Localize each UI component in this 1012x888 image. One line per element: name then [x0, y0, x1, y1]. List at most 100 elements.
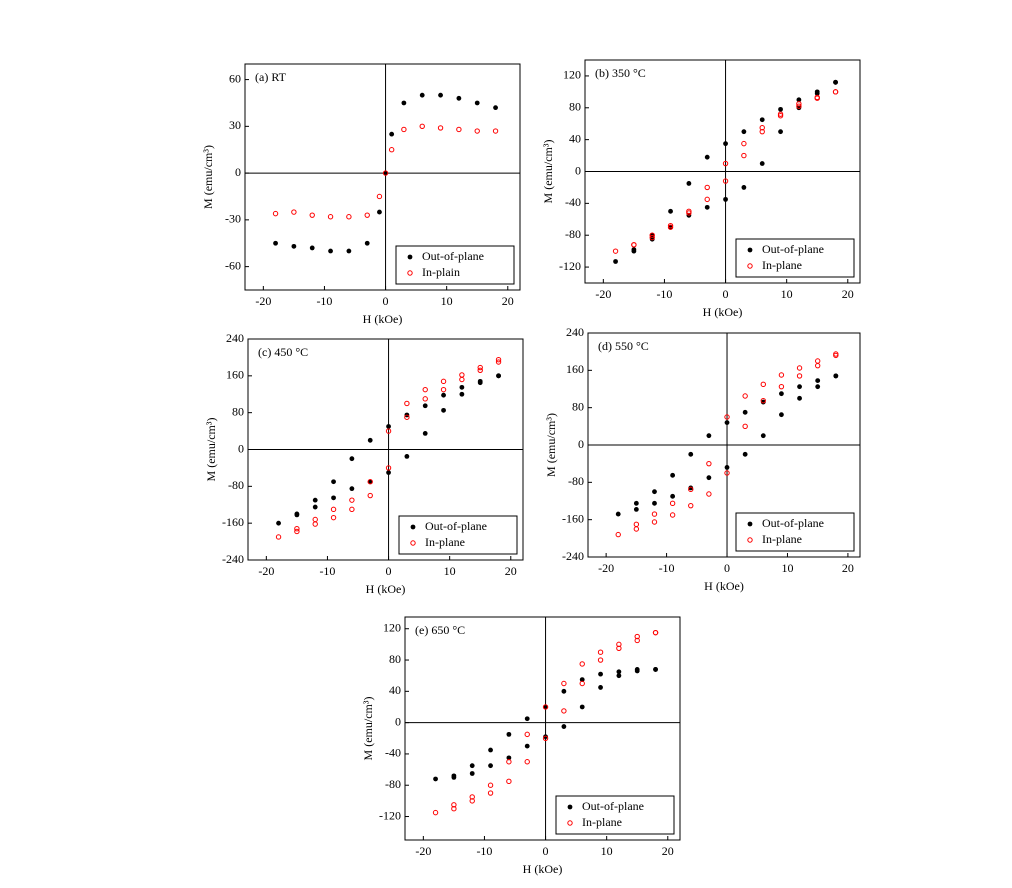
data-point [724, 465, 730, 470]
data-point [597, 649, 604, 655]
data-point [422, 430, 428, 436]
data-point [668, 208, 673, 214]
data-point [598, 671, 603, 677]
data-point [294, 528, 300, 535]
data-point [706, 475, 712, 481]
data-point [401, 100, 407, 106]
data-point [797, 384, 802, 390]
data-point [747, 247, 753, 253]
data-point [815, 378, 821, 383]
data-point [723, 196, 728, 202]
data-point [651, 519, 658, 525]
data-point [778, 372, 785, 378]
x-tick-label: 10 [444, 564, 456, 578]
legend-label: In-plane [582, 815, 622, 829]
data-point [488, 763, 493, 769]
x-axis-label: H (kOe) [704, 579, 744, 593]
data-point [598, 685, 603, 690]
data-point [438, 92, 443, 98]
data-point [441, 407, 446, 413]
data-point [330, 514, 337, 521]
data-point [706, 491, 712, 497]
y-tick-label: 240 [566, 325, 584, 339]
data-point [469, 798, 475, 804]
data-point [407, 254, 413, 260]
data-point [440, 386, 447, 393]
data-point [688, 502, 694, 509]
data-point [579, 661, 585, 667]
x-tick-label: 10 [601, 844, 613, 858]
data-point [686, 181, 692, 186]
plot-frame [404, 616, 681, 841]
data-point [349, 497, 355, 503]
data-point [364, 212, 370, 218]
data-point [524, 731, 530, 738]
y-tick-label: -40 [385, 746, 401, 760]
data-point [579, 680, 585, 687]
plot-frame [244, 63, 521, 291]
data-point [653, 667, 658, 672]
y-tick-label: -120 [559, 259, 581, 273]
data-point [760, 399, 766, 405]
data-point [273, 240, 278, 246]
data-point [777, 113, 784, 119]
data-point [459, 372, 465, 378]
legend-frame [395, 245, 515, 285]
data-point [741, 129, 747, 135]
data-point [272, 210, 279, 217]
data-point [422, 396, 428, 402]
data-point [388, 147, 395, 153]
data-point [759, 117, 765, 123]
y-tick-label: -80 [385, 777, 401, 791]
data-point [404, 454, 410, 459]
data-point [459, 391, 465, 397]
x-axis-label: H (kOe) [366, 582, 406, 596]
data-point [495, 359, 502, 365]
y-tick-label: -120 [379, 808, 401, 822]
data-point [615, 531, 621, 538]
data-point [495, 357, 502, 363]
data-point [616, 673, 622, 679]
data-point [723, 141, 728, 147]
x-tick-label: 10 [441, 294, 453, 308]
x-tick-label: -10 [476, 844, 492, 858]
data-point [724, 470, 730, 476]
data-point [422, 386, 428, 393]
data-point [328, 248, 333, 254]
data-point [404, 414, 410, 420]
data-point [433, 776, 438, 782]
data-point [561, 708, 567, 714]
y-tick-label: 80 [569, 100, 581, 114]
y-tick-label: -160 [562, 511, 584, 525]
data-point [724, 414, 730, 420]
data-point [616, 669, 622, 675]
data-point [633, 526, 640, 532]
y-tick-label: 240 [226, 331, 244, 345]
y-tick-label: 0 [235, 165, 241, 179]
y-tick-label: 60 [229, 71, 241, 85]
data-point [760, 433, 766, 439]
data-point [815, 384, 821, 390]
y-tick-label: 80 [232, 404, 244, 418]
data-point [543, 734, 548, 740]
x-tick-label: -10 [656, 287, 672, 301]
data-point [561, 688, 567, 694]
data-point [777, 111, 784, 117]
x-tick-label: -20 [255, 294, 271, 308]
data-point [759, 128, 765, 135]
y-axis-label: M (emu/cm³) [541, 140, 555, 204]
data-point [742, 451, 748, 457]
legend-label: Out-of-plane [425, 519, 487, 533]
x-tick-label: 0 [724, 561, 730, 575]
data-point [377, 209, 382, 215]
data-point [669, 500, 676, 507]
data-point [385, 428, 392, 434]
x-axis-label: H (kOe) [523, 862, 563, 876]
data-point [419, 92, 425, 98]
data-point [667, 224, 674, 230]
data-point [779, 412, 784, 418]
y-tick-label: 40 [389, 683, 401, 697]
x-tick-label: -10 [316, 294, 332, 308]
y-axis-label: M (emu/cm³) [204, 418, 218, 482]
